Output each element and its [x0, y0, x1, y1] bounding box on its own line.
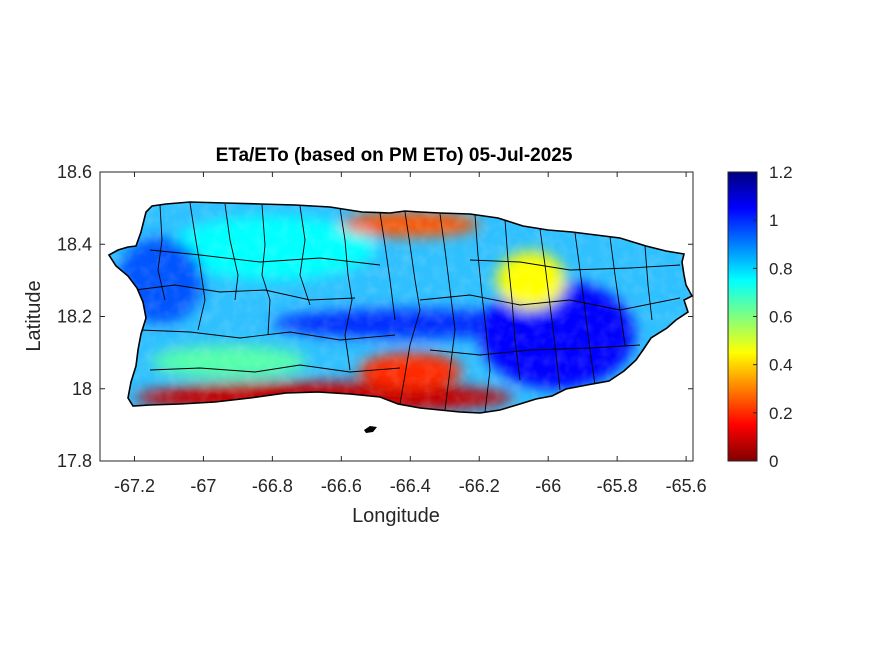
municipality-boundary [419, 294, 681, 311]
colorbar-gradient [727, 171, 758, 462]
municipality-boundary [339, 207, 353, 371]
y-axis-label: Latitude [23, 280, 45, 351]
municipality-boundary [574, 232, 596, 386]
chart-title: ETa/ETo (based on PM ETo) 05-Jul-2025 [216, 145, 573, 166]
municipality-boundary [474, 214, 491, 413]
colorbar-tick-label: 1 [769, 211, 778, 230]
colorbar-tick-label: 1.2 [769, 163, 793, 182]
colorbar-ticks: 0 0.2 0.4 0.6 0.8 1 1.2 [753, 163, 793, 471]
colorbar-tick-label: 0.8 [769, 259, 793, 278]
x-tick-label: -66.4 [390, 476, 431, 496]
municipality-boundary [429, 344, 641, 356]
colorbar-tick-label: 0.4 [769, 356, 793, 375]
municipality-boundary [609, 236, 626, 346]
x-axis-ticks: -67.2 -67 -66.8 -66.6 -66.4 -66.2 -66 -65.8 -65.… [114, 172, 707, 496]
municipality-boundary [399, 211, 421, 405]
y-tick-label: 17.8 [57, 451, 92, 471]
y-tick-label: 18.6 [57, 162, 92, 182]
data-layer [109, 202, 692, 413]
colorbar-tick-label: 0.6 [769, 308, 793, 327]
municipality-boundaries [134, 202, 681, 413]
municipality-boundary [157, 204, 166, 301]
colorbar: 0 0.2 0.4 0.6 0.8 1 1.2 [727, 163, 793, 471]
texture-noise [109, 202, 692, 413]
municipality-boundary [644, 245, 653, 321]
municipality-boundary [439, 213, 456, 411]
municipality-boundary [379, 212, 396, 321]
municipality-boundary [224, 203, 239, 301]
y-tick-label: 18.2 [57, 307, 92, 327]
caja-de-muertos-island [364, 426, 377, 433]
y-tick-label: 18.4 [57, 234, 92, 254]
municipality-boundary [539, 228, 561, 391]
x-tick-label: -67.2 [114, 476, 155, 496]
x-axis-label: Longitude [352, 505, 440, 527]
municipality-boundary [261, 204, 271, 336]
colorbar-tick-label: 0 [769, 452, 778, 471]
x-tick-label: -67 [190, 476, 216, 496]
x-tick-label: -66 [535, 476, 561, 496]
x-tick-label: -65.6 [666, 476, 707, 496]
map-plot-area: -67.2 -67 -66.8 -66.6 -66.4 -66.2 -66 -65.8 -65.… [57, 162, 707, 496]
x-tick-label: -65.8 [597, 476, 638, 496]
municipality-boundary [189, 202, 206, 331]
island-outline [107, 201, 694, 414]
y-tick-label: 18 [72, 379, 92, 399]
municipality-boundary [299, 205, 311, 306]
y-axis-ticks: 17.8 18 18.2 18.4 18.6 [57, 162, 693, 471]
municipality-boundary [469, 259, 681, 271]
x-tick-label: -66.8 [252, 476, 293, 496]
municipality-boundary [139, 329, 396, 341]
x-tick-label: -66.2 [459, 476, 500, 496]
municipality-boundary [149, 364, 401, 373]
x-tick-label: -66.6 [321, 476, 362, 496]
municipality-boundary [149, 249, 381, 266]
municipality-boundary [504, 219, 521, 381]
colorbar-tick-label: 0.2 [769, 404, 793, 423]
municipality-boundary [134, 284, 356, 301]
